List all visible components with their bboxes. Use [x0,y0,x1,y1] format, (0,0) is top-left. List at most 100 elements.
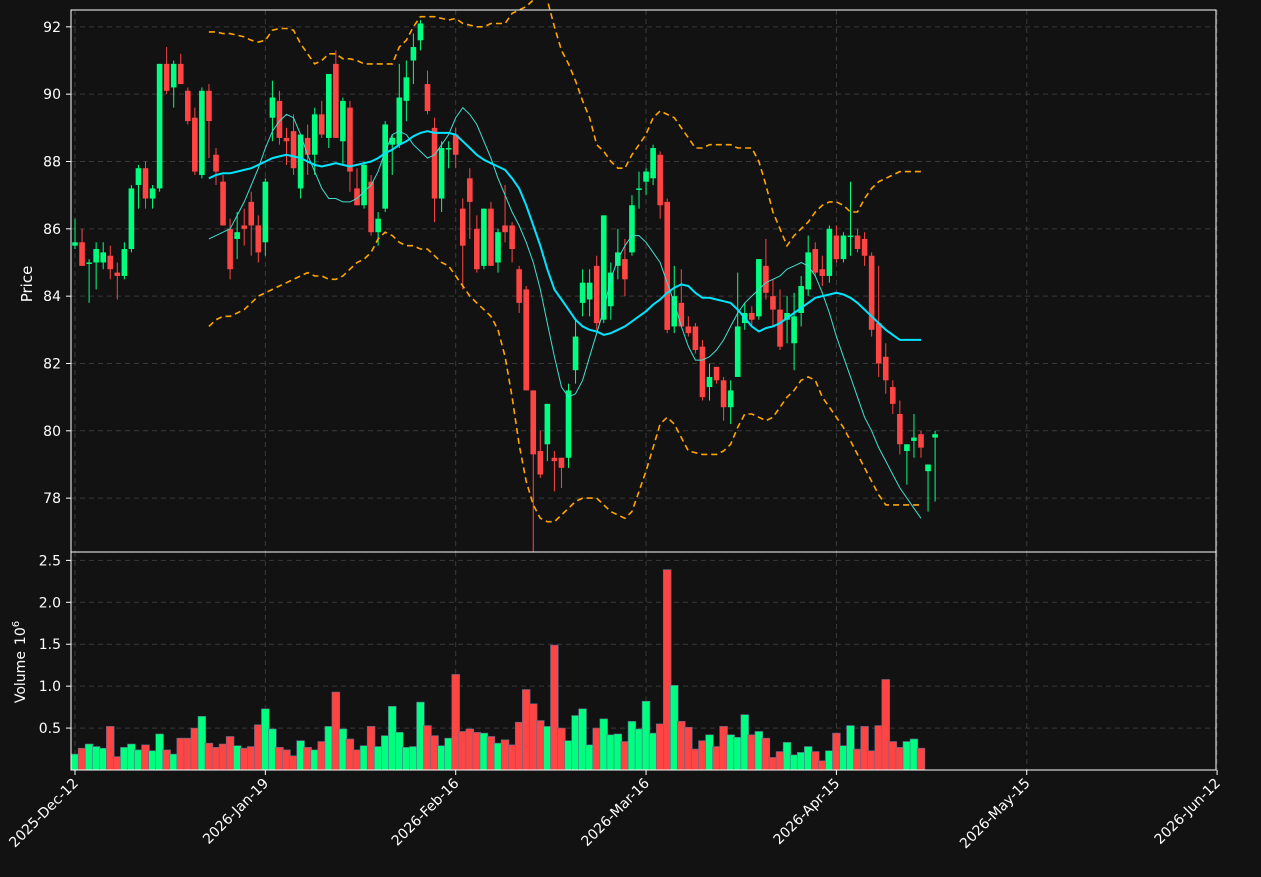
candle-body [706,376,713,388]
candle-body [516,269,522,303]
candle-body [749,312,755,320]
volume-bar [733,736,742,771]
candle-body [819,269,826,276]
volume-bar [557,727,566,771]
candle-body [361,164,367,206]
volume-bar [366,726,376,771]
volume-bar [225,736,235,771]
volume-bar [240,747,249,771]
candle-body [297,134,304,189]
volume-bar [543,726,552,771]
candle-body [86,262,92,264]
volume-bar [134,749,143,771]
candle-body [911,437,917,441]
volume-bar [338,728,348,771]
candle-body [269,97,276,118]
candle-body [918,434,924,448]
volume-bar [888,741,898,771]
candle-body [199,90,205,175]
candle-body [629,205,635,253]
volume-bar [860,726,869,771]
bollinger-lower-line [208,231,921,523]
price-tick-label: 78 [43,491,61,507]
volume-bar [211,747,221,771]
candle-body [79,242,85,266]
volume-bar [740,714,749,771]
candle-body [318,114,325,135]
volume-bar [585,744,594,771]
candle-body [206,90,212,122]
candle-body [664,201,670,330]
volume-bar [352,749,362,771]
candle-body [882,356,889,381]
candle-body [185,90,191,122]
candle-body [713,366,720,381]
candle-body [114,272,121,276]
candle-body [396,97,403,145]
candle-body [135,168,142,186]
candle-body [622,259,628,280]
volume-bar [782,742,792,771]
candle-body [248,201,255,226]
volume-bar [345,738,355,771]
candle-body [438,148,445,199]
volume-bar [761,737,771,771]
candle-body [798,286,804,313]
volume-bar [395,731,404,771]
candle-body [579,282,586,303]
candle-body [847,235,854,238]
overlay-lines [208,0,922,523]
volume-bar [204,742,214,771]
volume-bar [197,716,207,771]
volume-bar [127,743,136,771]
volume-bar [479,732,489,771]
volume-bar [592,727,601,771]
volume-bar [789,754,799,771]
candle-body [368,181,374,233]
candle-body [544,403,551,445]
candle-body [290,131,297,169]
volume-bar [853,748,862,771]
candle-body [340,100,346,142]
candle-body [854,235,861,250]
volume-bar [169,753,178,771]
volume-bar [599,718,608,771]
volume-bar [500,739,510,771]
volume-bar [620,741,630,771]
candle-body [826,228,833,276]
volume-bar [444,737,453,771]
volume-bar [84,743,94,771]
candle-body [445,148,452,150]
candle-body [452,134,459,155]
candle-body [932,434,938,438]
candle-body [495,232,501,263]
volume-axis-exponent-power: 6 [11,621,22,627]
candle-body [177,63,184,85]
candle-body [170,63,177,88]
volume-bar [275,747,284,771]
candle-body [333,63,339,138]
candle-body [925,464,931,472]
candle-body [671,296,678,327]
volume-bar [902,741,912,771]
volume-bar [402,747,411,771]
volume-bar [162,749,171,771]
volume-bar [70,753,80,771]
volume-bar [451,674,460,771]
price-tick-label: 90 [43,87,61,103]
candle-body [192,117,198,172]
candle-body [586,282,593,300]
volume-bar [803,746,813,771]
volume-bar [818,760,827,771]
candle-body [650,148,656,179]
candle-body [897,413,903,445]
volume-bar [754,731,764,771]
volume-bar [874,725,883,771]
slow-moving-average-line [208,130,921,341]
volume-bar [670,685,679,771]
volume-bar [380,735,390,771]
candle-body [720,380,727,408]
volume-bar [909,738,919,771]
volume-bar [712,746,721,771]
